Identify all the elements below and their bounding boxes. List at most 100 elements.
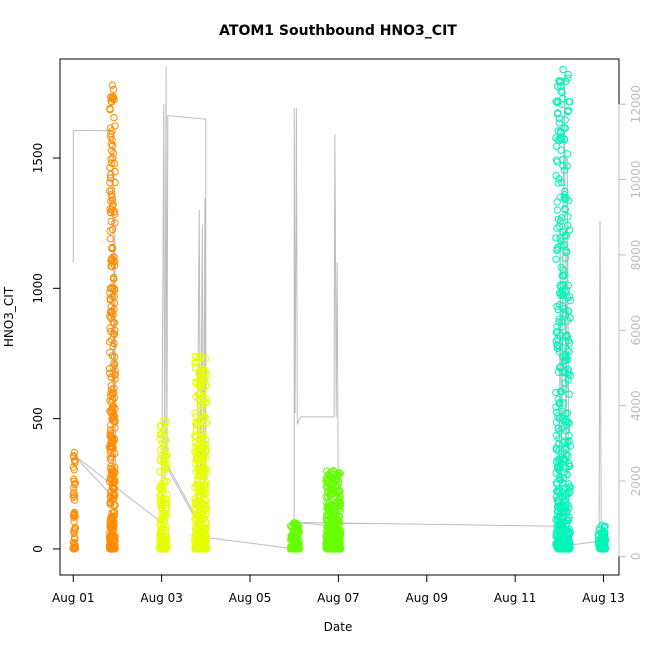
data-point <box>200 463 209 472</box>
data-point <box>555 300 564 309</box>
data-point <box>557 134 565 142</box>
data-point <box>192 511 201 519</box>
data-point <box>108 452 116 461</box>
data-point <box>558 425 566 433</box>
data-point <box>559 266 567 274</box>
data-point <box>562 286 571 294</box>
data-point <box>554 516 562 524</box>
data-point <box>108 515 117 524</box>
data-point <box>105 338 114 346</box>
data-point <box>106 397 114 405</box>
data-point <box>336 541 344 550</box>
data-point <box>110 533 118 541</box>
data-point <box>561 195 569 204</box>
data-point <box>553 323 561 331</box>
data-point <box>191 499 199 507</box>
x-tick-label: Aug 07 <box>317 591 360 605</box>
data-point <box>159 417 167 425</box>
data-point <box>198 455 206 464</box>
data-point <box>561 464 569 472</box>
data-point <box>191 358 200 366</box>
data-point <box>562 450 571 459</box>
data-point <box>200 490 208 498</box>
data-point <box>106 163 114 172</box>
data-point <box>562 521 570 529</box>
data-point <box>291 519 299 527</box>
data-point <box>202 465 211 473</box>
data-point <box>336 544 344 552</box>
data-point <box>108 193 116 201</box>
data-point <box>109 363 118 371</box>
data-point <box>106 369 114 378</box>
data-point <box>110 159 119 168</box>
data-point <box>329 545 337 553</box>
x-axis: Aug 01 Aug 03 Aug 05 Aug 07 Aug 09 Aug 11 Aug … <box>52 574 625 605</box>
y-axis: 0 500 1000 1500 <box>31 143 61 553</box>
data-point <box>191 431 199 439</box>
data-point <box>71 524 80 532</box>
data-point <box>195 380 204 388</box>
data-point <box>193 525 201 534</box>
y2-axis: 0 2000 4000 6000 8000 10000 12000 <box>618 85 643 560</box>
data-point <box>162 417 171 426</box>
data-point <box>111 219 119 227</box>
data-point <box>109 318 117 327</box>
data-point <box>552 388 560 397</box>
data-point <box>336 500 344 508</box>
data-point <box>559 65 567 74</box>
data-point <box>555 473 563 481</box>
data-point <box>554 127 562 135</box>
data-point <box>553 142 561 151</box>
data-point <box>559 280 567 289</box>
data-point <box>324 493 332 501</box>
data-point <box>191 506 200 515</box>
data-point <box>289 536 298 544</box>
data-point <box>562 354 570 362</box>
data-point <box>557 456 565 464</box>
data-point <box>558 323 566 331</box>
data-point <box>555 315 564 323</box>
x-tick-label: Aug 01 <box>52 591 95 605</box>
data-point <box>565 483 573 491</box>
data-point <box>560 474 568 482</box>
data-point <box>291 545 299 553</box>
data-point <box>554 465 562 473</box>
data-point <box>191 409 199 417</box>
data-point <box>564 307 572 315</box>
data-point <box>598 545 606 553</box>
data-point <box>201 481 209 489</box>
data-point <box>555 119 563 127</box>
data-point <box>108 225 117 234</box>
data-point <box>158 439 167 447</box>
data-point <box>557 263 565 272</box>
data-point <box>601 534 609 542</box>
data-point <box>565 390 573 398</box>
data-point <box>70 480 79 489</box>
data-point <box>160 452 168 460</box>
data-point <box>557 282 565 291</box>
y-tick-label: 500 <box>31 407 45 430</box>
data-point <box>110 384 118 392</box>
data-point <box>195 396 203 404</box>
data-point <box>107 217 115 226</box>
data-point <box>107 209 115 217</box>
data-point <box>556 281 564 290</box>
data-point <box>325 477 333 485</box>
data-point <box>108 81 117 89</box>
data-point <box>564 281 572 289</box>
data-point <box>110 113 118 122</box>
data-point <box>196 401 204 410</box>
data-point <box>553 206 562 214</box>
data-point <box>564 419 572 427</box>
y-tick-label: 1500 <box>31 143 45 174</box>
data-point <box>564 538 572 546</box>
data-point <box>107 147 116 155</box>
data-point <box>70 496 79 504</box>
data-point <box>107 530 116 538</box>
data-point <box>195 498 203 506</box>
data-point <box>200 514 208 522</box>
data-point <box>557 525 566 533</box>
data-point <box>107 93 115 101</box>
data-point <box>194 465 202 473</box>
